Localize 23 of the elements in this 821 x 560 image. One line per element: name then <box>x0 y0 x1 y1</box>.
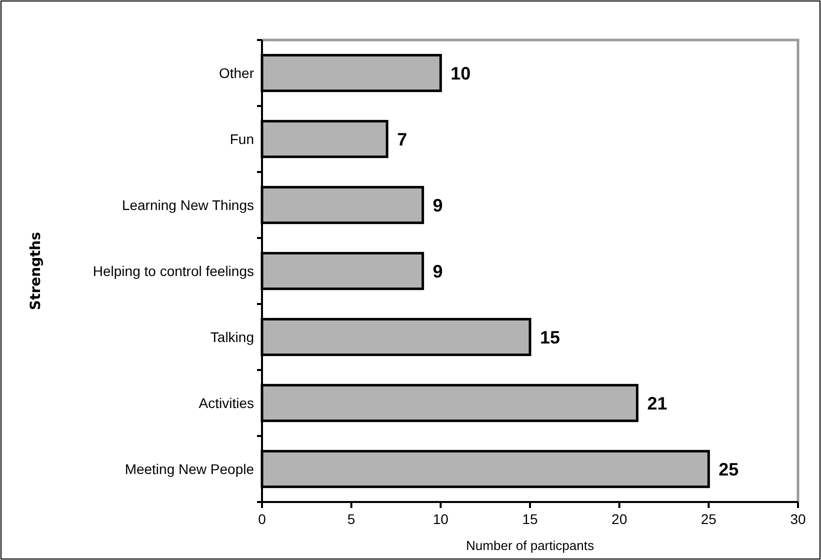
x-tick-label: 30 <box>790 511 806 527</box>
x-tick-label: 25 <box>700 511 717 527</box>
x-tick-label: 20 <box>612 511 628 527</box>
y-tick-label: Meeting New People <box>124 460 254 477</box>
data-label: 9 <box>432 261 443 282</box>
x-tick-label: 0 <box>258 511 266 527</box>
data-label: 25 <box>718 459 739 480</box>
data-label: 9 <box>432 195 443 216</box>
x-tick-label: 5 <box>347 511 356 527</box>
y-tick-label: Helping to control feelings <box>92 262 254 279</box>
data-label: 10 <box>450 63 471 84</box>
data-label: 21 <box>647 393 668 414</box>
y-tick-label: Learning New Things <box>122 196 254 213</box>
y-tick-label: Talking <box>210 328 254 345</box>
y-tick-label: Activities <box>198 394 254 411</box>
x-tick-label: 10 <box>432 511 449 527</box>
data-label: 15 <box>540 327 560 348</box>
y-tick-label: Fun <box>230 130 254 147</box>
y-tick-label: Other <box>218 64 254 81</box>
x-tick-label: 15 <box>522 511 538 527</box>
data-label: 7 <box>397 129 408 150</box>
x-axis-title: Number of particpants <box>466 538 594 553</box>
y-axis-title: Strengths <box>28 232 44 310</box>
